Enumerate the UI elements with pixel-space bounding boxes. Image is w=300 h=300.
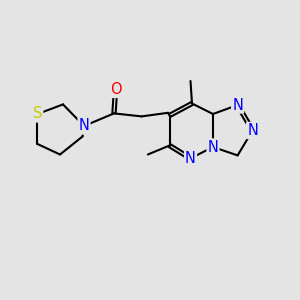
Text: N: N: [232, 98, 243, 112]
Text: N: N: [208, 140, 218, 154]
Text: S: S: [33, 106, 42, 122]
Text: N: N: [247, 123, 258, 138]
Text: N: N: [79, 118, 89, 134]
Text: O: O: [110, 82, 121, 97]
Text: N: N: [185, 151, 196, 166]
